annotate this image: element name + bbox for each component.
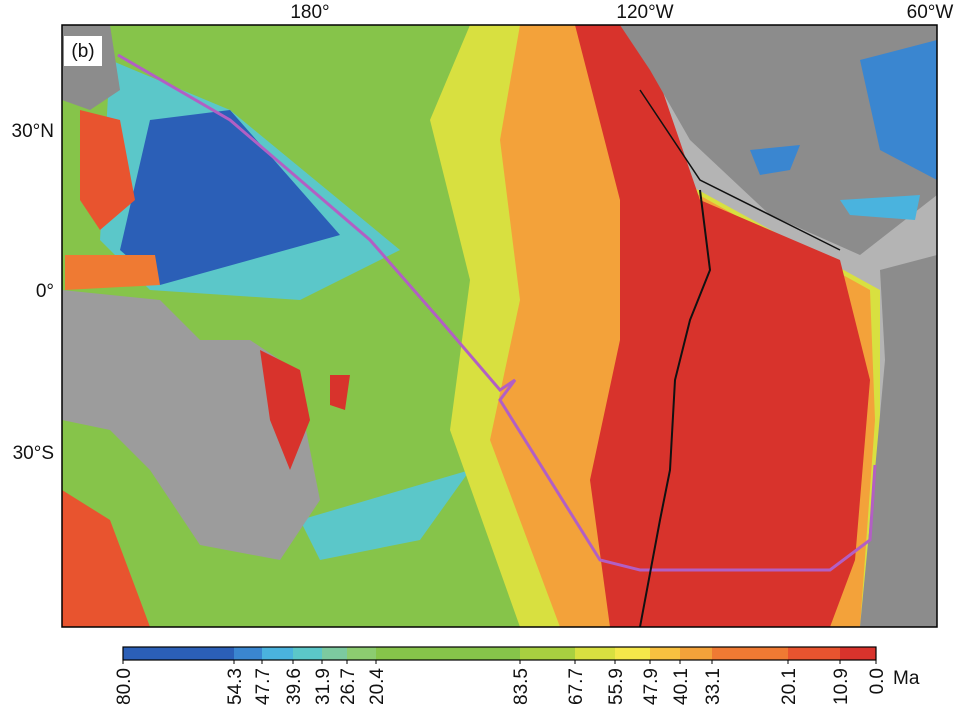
colorbar-label: 67.7 — [566, 668, 587, 705]
colorbar-label: 47.7 — [253, 668, 274, 705]
colorbar-label: 39.6 — [284, 668, 305, 705]
panel-label: (b) — [71, 41, 94, 62]
colorbar-label: 20.4 — [367, 668, 388, 705]
cyan-south-region — [300, 470, 470, 560]
colorbar-label: 33.1 — [703, 668, 724, 705]
red-age-region — [575, 25, 870, 627]
colorbar-segment — [293, 647, 322, 660]
colorbar-label: 0.0 — [867, 668, 888, 694]
panel-label-box — [64, 36, 102, 66]
colorbar-label: 83.5 — [511, 668, 532, 705]
latitude-label: 0° — [36, 281, 54, 302]
gulf-blue-region — [750, 145, 800, 175]
colorbar-label: 54.3 — [225, 668, 246, 705]
colorbar-segment — [840, 647, 876, 660]
south-america-land — [860, 255, 937, 627]
colorbar-label: 40.1 — [671, 668, 692, 705]
colorbar-label: 10.9 — [831, 668, 852, 705]
colorbar-segment — [262, 647, 293, 660]
colorbar-segment — [575, 647, 615, 660]
colorbar-label: 55.9 — [606, 668, 627, 705]
colorbar-segment — [520, 647, 575, 660]
map-area: (b) — [61, 24, 938, 628]
colorbar-unit: Ma — [893, 668, 920, 689]
colorbar-segment — [234, 647, 262, 660]
red-coral-region — [260, 350, 310, 470]
orange-west-region — [65, 255, 160, 290]
colorbar-segment — [376, 647, 520, 660]
longitude-label: 120°W — [616, 2, 673, 23]
australia-land — [62, 290, 320, 560]
red-small-region — [330, 375, 350, 410]
north-america-land — [620, 25, 937, 255]
longitude-label: 60°W — [907, 2, 954, 23]
colorbar-label: 47.9 — [641, 668, 662, 705]
colorbar-segment — [615, 647, 650, 660]
colorbar-label: 80.0 — [114, 668, 135, 705]
colorbar-label: 31.9 — [313, 668, 334, 705]
red-west-region — [80, 110, 135, 230]
colorbar-label: 26.7 — [338, 668, 359, 705]
colorbar-frame — [122, 646, 877, 661]
colorbar-segment — [680, 647, 712, 660]
colorbar-segment — [712, 647, 788, 660]
ship-track — [117, 53, 877, 572]
colorbar-segment — [788, 647, 840, 660]
colorbar-segment — [322, 647, 347, 660]
colorbar-segment — [123, 647, 234, 660]
caribbean-cyan-region — [840, 195, 920, 220]
blue-age-region — [120, 110, 340, 285]
latitude-label: 30°N — [12, 121, 54, 142]
map-frame — [61, 24, 938, 628]
red-southwest-region — [62, 490, 150, 627]
colorbar-segment — [347, 647, 376, 660]
atlantic-blue-region — [860, 40, 937, 180]
ridge-line — [639, 189, 712, 628]
colorbar-label: 20.1 — [779, 668, 800, 705]
colorbar-segment — [650, 647, 680, 660]
longitude-label: 180° — [290, 2, 329, 23]
latitude-label: 30°S — [13, 443, 54, 464]
trench-line — [639, 89, 841, 251]
